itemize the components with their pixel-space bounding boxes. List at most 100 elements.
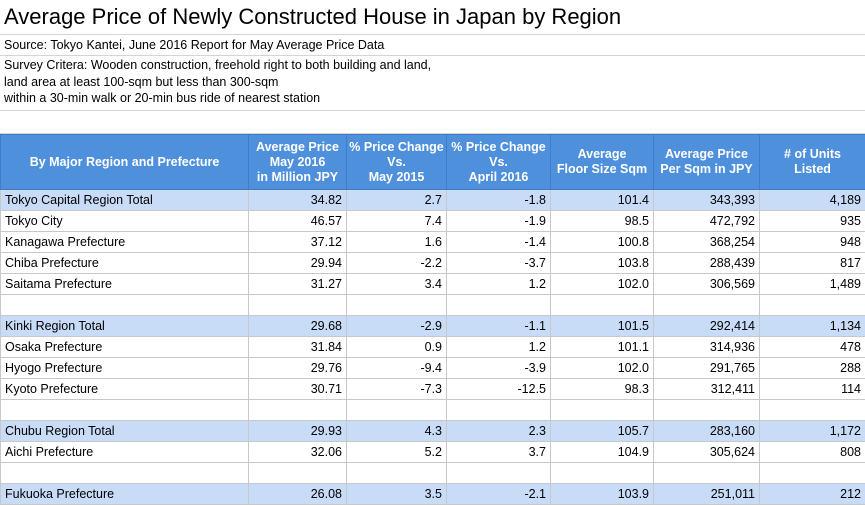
change-vs-may-2015-cell: -9.4	[347, 358, 447, 379]
empty-cell	[447, 295, 551, 316]
header-line: in Million JPY	[251, 170, 344, 185]
avg-price-cell: 31.84	[249, 337, 347, 358]
units-listed-cell: 478	[760, 337, 865, 358]
source-note: Source: Tokyo Kantei, June 2016 Report f…	[0, 35, 865, 56]
floor-size-cell: 102.0	[551, 274, 654, 295]
empty-cell	[1, 463, 249, 484]
change-vs-april-2016-cell: 1.2	[447, 337, 551, 358]
empty-cell	[654, 400, 760, 421]
floor-size-cell: 100.8	[551, 232, 654, 253]
empty-cell	[347, 295, 447, 316]
spacer-row	[1, 400, 865, 421]
avg-price-cell: 29.76	[249, 358, 347, 379]
avg-price-cell: 37.12	[249, 232, 347, 253]
floor-size-cell: 101.1	[551, 337, 654, 358]
change-vs-april-2016-cell: 2.3	[447, 421, 551, 442]
change-vs-may-2015-cell: 5.2	[347, 442, 447, 463]
change-vs-april-2016-cell: -1.9	[447, 211, 551, 232]
region-name-cell: Tokyo City	[1, 211, 249, 232]
change-vs-may-2015-cell: 3.4	[347, 274, 447, 295]
change-vs-may-2015-cell: -2.2	[347, 253, 447, 274]
price-per-sqm-cell: 472,792	[654, 211, 760, 232]
price-per-sqm-cell: 251,011	[654, 484, 760, 505]
units-listed-cell: 4,189	[760, 190, 865, 211]
price-per-sqm-cell: 368,254	[654, 232, 760, 253]
header-line: Average Price	[656, 147, 757, 162]
header-line: Average	[553, 147, 651, 162]
price-per-sqm-cell: 343,393	[654, 190, 760, 211]
change-vs-april-2016-cell: -1.4	[447, 232, 551, 253]
floor-size-cell: 98.3	[551, 379, 654, 400]
units-listed-cell: 288	[760, 358, 865, 379]
blank-row	[0, 111, 865, 134]
region-name-cell: Aichi Prefecture	[1, 442, 249, 463]
floor-size-cell: 103.9	[551, 484, 654, 505]
floor-size-cell: 103.8	[551, 253, 654, 274]
change-vs-april-2016-cell: -3.7	[447, 253, 551, 274]
floor-size-cell: 101.5	[551, 316, 654, 337]
avg-price-cell: 34.82	[249, 190, 347, 211]
region-name-cell: Saitama Prefecture	[1, 274, 249, 295]
floor-size-cell: 98.5	[551, 211, 654, 232]
survey-criteria: Survey Critera: Wooden construction, fre…	[0, 56, 865, 111]
region-name-cell: Kanagawa Prefecture	[1, 232, 249, 253]
region-name-cell: Chubu Region Total	[1, 421, 249, 442]
price-per-sqm-cell: 305,624	[654, 442, 760, 463]
change-vs-april-2016-cell: -2.1	[447, 484, 551, 505]
empty-cell	[760, 295, 865, 316]
avg-price-cell: 29.68	[249, 316, 347, 337]
empty-cell	[1, 295, 249, 316]
units-listed-cell: 1,489	[760, 274, 865, 295]
region-name-cell: Kinki Region Total	[1, 316, 249, 337]
change-vs-may-2015-cell: -7.3	[347, 379, 447, 400]
price-per-sqm-cell: 288,439	[654, 253, 760, 274]
empty-cell	[1, 400, 249, 421]
price-per-sqm-cell: 283,160	[654, 421, 760, 442]
change-vs-april-2016-cell: 1.2	[447, 274, 551, 295]
empty-cell	[447, 463, 551, 484]
change-vs-april-2016-cell: -12.5	[447, 379, 551, 400]
header-line: May 2015	[349, 170, 444, 185]
change-vs-april-2016-cell: -1.8	[447, 190, 551, 211]
empty-cell	[654, 295, 760, 316]
avg-price-cell: 29.94	[249, 253, 347, 274]
sheet-title: Average Price of Newly Constructed House…	[0, 0, 865, 35]
header-line: Average Price	[251, 140, 344, 155]
empty-cell	[654, 463, 760, 484]
empty-cell	[249, 400, 347, 421]
avg-price-cell: 31.27	[249, 274, 347, 295]
region-name-cell: Tokyo Capital Region Total	[1, 190, 249, 211]
price-per-sqm-cell: 291,765	[654, 358, 760, 379]
empty-cell	[447, 400, 551, 421]
header-line: Vs.	[449, 155, 548, 170]
header-line: Per Sqm in JPY	[656, 162, 757, 177]
units-listed-cell: 114	[760, 379, 865, 400]
region-header: By Major Region and Prefecture	[1, 135, 249, 190]
floor-size-cell: 105.7	[551, 421, 654, 442]
region-name-cell: Osaka Prefecture	[1, 337, 249, 358]
change-vs-april-2016-cell: -3.9	[447, 358, 551, 379]
empty-cell	[347, 400, 447, 421]
region-name-cell: Chiba Prefecture	[1, 253, 249, 274]
change-vs-may-2015-cell: 0.9	[347, 337, 447, 358]
avg-price-cell: 30.71	[249, 379, 347, 400]
empty-cell	[551, 463, 654, 484]
units-listed-cell: 817	[760, 253, 865, 274]
price-per-sqm-cell: 292,414	[654, 316, 760, 337]
header-line: % Price Change	[349, 140, 444, 155]
change-vs-may-2015-cell: 2.7	[347, 190, 447, 211]
